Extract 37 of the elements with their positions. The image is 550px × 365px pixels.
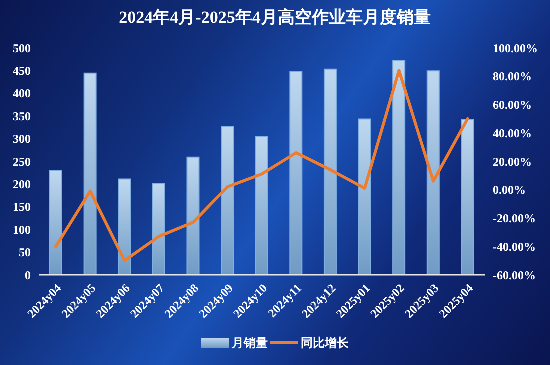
y-tick-label: 300 xyxy=(13,132,31,146)
y-tick-label: 200 xyxy=(13,177,31,192)
y2-tick-label: -60.00% xyxy=(493,268,536,282)
bar xyxy=(358,118,372,275)
y2-tick-label: 20.00% xyxy=(493,154,532,169)
y-tick-label: 350 xyxy=(13,109,31,124)
bar xyxy=(255,136,268,275)
y-tick-label: 450 xyxy=(13,64,31,78)
bar xyxy=(290,72,303,275)
y-tick-label: 50 xyxy=(19,246,31,260)
bar xyxy=(461,119,474,275)
legend-label: 同比增长 xyxy=(301,334,349,352)
bar xyxy=(50,170,62,275)
bar xyxy=(186,156,200,275)
line-series xyxy=(54,69,470,262)
bar xyxy=(152,183,166,275)
chart-title: 2024年4月-2025年4月高空作业车月度销量 xyxy=(118,7,432,29)
y-tick-label: 400 xyxy=(13,86,31,101)
bar xyxy=(324,68,337,275)
y-tick-label: 150 xyxy=(13,200,31,214)
bar xyxy=(84,72,97,275)
y2-tick-label: 80.00% xyxy=(493,70,532,84)
y2-tick-label: 0.00% xyxy=(493,183,526,198)
y-tick-label: 250 xyxy=(13,154,31,169)
y2-tick-label: -20.00% xyxy=(493,212,536,226)
y-tick-label: 100 xyxy=(13,222,31,237)
bar xyxy=(221,126,234,275)
y-tick-label: 0 xyxy=(25,268,31,282)
bar xyxy=(392,60,406,275)
bar xyxy=(426,70,440,275)
y-tick-label: 500 xyxy=(13,41,31,56)
bar xyxy=(118,178,132,275)
y2-tick-label: -40.00% xyxy=(493,240,536,254)
y2-tick-label: 100.00% xyxy=(493,41,538,56)
y2-tick-label: 60.00% xyxy=(493,98,532,112)
y2-tick-label: 40.00% xyxy=(493,126,532,140)
legend-label: 月销量 xyxy=(232,334,268,352)
